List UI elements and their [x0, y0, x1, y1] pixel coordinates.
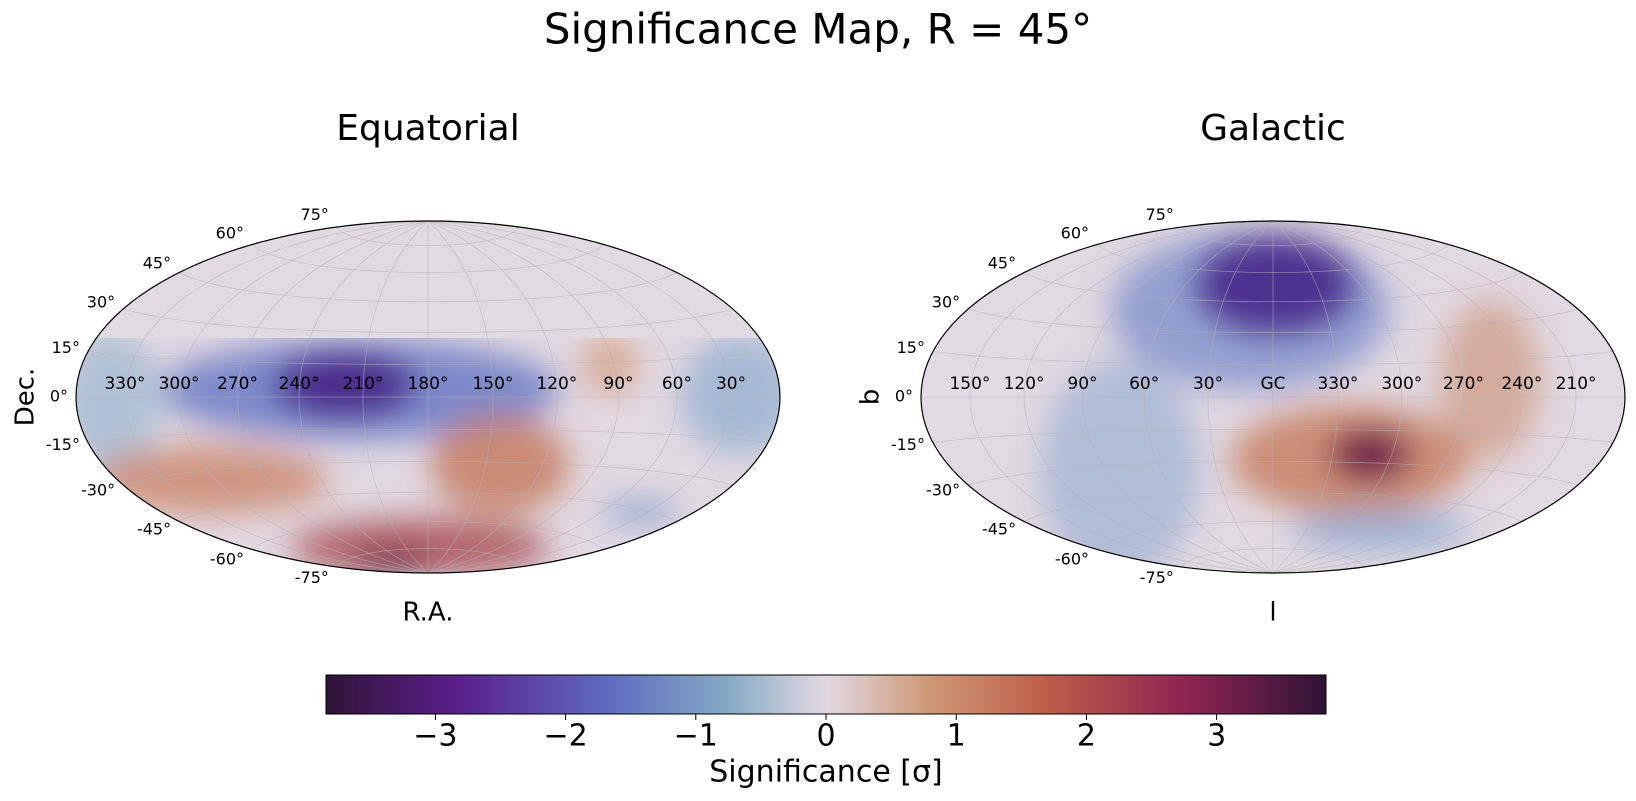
panel-title: Galactic: [1200, 108, 1346, 149]
lat-tick-label: -60°: [1055, 549, 1089, 568]
lon-tick-label: 90°: [603, 374, 633, 394]
colorbar-tick-label: 3: [1207, 719, 1226, 754]
figure-title: Significance Map, R = 45°: [544, 5, 1092, 54]
grid-meridian: [427, 220, 732, 574]
lat-tick-label: -15°: [891, 435, 925, 454]
grid-meridian: [1143, 220, 1274, 574]
lat-tick-label: 15°: [897, 338, 925, 357]
y-axis-label: b: [856, 389, 886, 406]
lat-tick-label: 45°: [988, 254, 1016, 273]
grid-meridian: [1272, 220, 1464, 574]
grid-meridian: [178, 220, 429, 574]
lon-tick-label: 180°: [408, 374, 449, 394]
lon-tick-label: 300°: [159, 374, 200, 394]
lon-tick-label: 150°: [472, 374, 513, 394]
colorbar-tick-label: −3: [413, 719, 457, 754]
grid-meridian: [969, 220, 1274, 574]
grid-meridian: [298, 220, 429, 574]
lon-tick-label: 300°: [1381, 374, 1422, 394]
lat-tick-label: -60°: [210, 549, 244, 568]
x-axis-label: l: [1269, 598, 1276, 628]
grid-meridian: [427, 220, 678, 574]
lon-tick-label: 150°: [949, 374, 990, 394]
grid-meridian: [427, 220, 558, 574]
grid-meridian: [124, 220, 429, 574]
map-outline: [920, 220, 1626, 574]
lon-tick-label: 330°: [1317, 374, 1358, 394]
grid-meridian: [1272, 220, 1577, 574]
lon-tick-label: 30°: [716, 374, 746, 394]
lon-tick-label: 240°: [279, 374, 320, 394]
lon-tick-label: 60°: [1129, 374, 1159, 394]
lat-tick-label: 0°: [895, 387, 913, 406]
lon-tick-label: 330°: [104, 374, 145, 394]
lon-tick-label: 120°: [1004, 374, 1045, 394]
lat-tick-label: -75°: [295, 568, 329, 587]
lat-tick-label: 30°: [932, 293, 960, 312]
lat-tick-label: 15°: [52, 338, 80, 357]
lon-tick-label: 240°: [1501, 374, 1542, 394]
colorbar-tick-label: 2: [1077, 719, 1096, 754]
colorbar-tick-label: 1: [947, 719, 966, 754]
lon-tick-label: 60°: [662, 374, 692, 394]
lat-tick-label: -45°: [982, 519, 1016, 538]
grid-meridian: [1082, 220, 1274, 574]
grid-meridian: [1272, 220, 1339, 574]
colorbar-tick-label: −1: [674, 719, 718, 754]
grid-meridian: [362, 220, 429, 574]
colorbar: [325, 674, 1327, 715]
sky-map-equatorial: [76, 221, 780, 573]
lat-tick-label: -30°: [926, 481, 960, 500]
grid-meridian: [1272, 220, 1523, 574]
lat-tick-label: -30°: [81, 481, 115, 500]
lat-tick-label: 60°: [1061, 224, 1089, 243]
colorbar-tick-label: 0: [816, 719, 835, 754]
grid-meridian: [1207, 220, 1274, 574]
lat-tick-label: 75°: [301, 205, 329, 224]
grid-meridian: [237, 220, 429, 574]
colorbar-tick-label: −2: [543, 719, 587, 754]
grid-meridian: [427, 220, 494, 574]
lon-tick-label: 120°: [536, 374, 577, 394]
lat-tick-label: -75°: [1140, 568, 1174, 587]
lat-tick-label: 45°: [143, 254, 171, 273]
map-outline: [75, 220, 781, 574]
grid-meridian: [1023, 220, 1274, 574]
y-axis-label: Dec.: [11, 368, 41, 427]
lat-tick-label: 60°: [216, 224, 244, 243]
lon-tick-label: 270°: [1443, 374, 1484, 394]
x-axis-label: R.A.: [403, 598, 454, 628]
lon-tick-label: 30°: [1193, 374, 1223, 394]
grid-meridian: [427, 220, 619, 574]
panel-title: Equatorial: [336, 108, 519, 149]
lon-tick-label: 90°: [1067, 374, 1097, 394]
lat-tick-label: -15°: [46, 435, 80, 454]
lon-tick-label: 210°: [1556, 374, 1597, 394]
colorbar-label: Significance [σ]: [709, 755, 942, 790]
lat-tick-label: 30°: [87, 293, 115, 312]
lat-tick-label: 0°: [50, 387, 68, 406]
grid-meridian: [1272, 220, 1403, 574]
lat-tick-label: 75°: [1146, 205, 1174, 224]
lon-tick-label: GC: [1260, 374, 1285, 394]
lon-tick-label: 210°: [343, 374, 384, 394]
lon-tick-label: 270°: [217, 374, 258, 394]
lat-tick-label: -45°: [137, 519, 171, 538]
